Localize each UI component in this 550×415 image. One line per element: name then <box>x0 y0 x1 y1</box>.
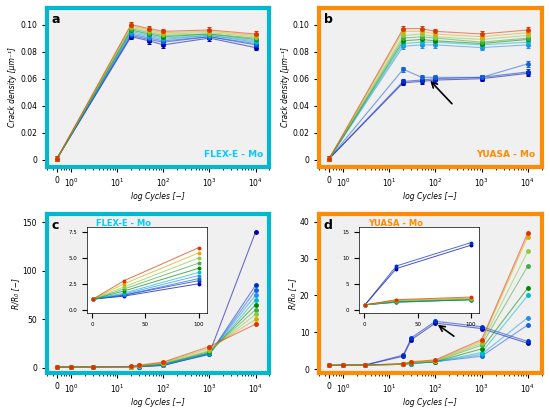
Y-axis label: Crack density [μm⁻¹]: Crack density [μm⁻¹] <box>8 48 18 127</box>
Text: b: b <box>323 13 332 26</box>
Text: FLEX-E - Mo: FLEX-E - Mo <box>204 150 263 159</box>
Y-axis label: Crack density [μm⁻¹]: Crack density [μm⁻¹] <box>280 48 289 127</box>
X-axis label: log Cycles [−]: log Cycles [−] <box>131 192 185 200</box>
Text: YUASA - Mo: YUASA - Mo <box>368 219 423 228</box>
Text: a: a <box>51 13 60 26</box>
Text: c: c <box>51 219 59 232</box>
Y-axis label: R/R₀ [−]: R/R₀ [−] <box>288 278 297 309</box>
X-axis label: log Cycles [−]: log Cycles [−] <box>404 398 457 407</box>
Text: FLEX-E - Mo: FLEX-E - Mo <box>96 219 151 228</box>
Y-axis label: R/R₀ [−]: R/R₀ [−] <box>11 278 20 309</box>
Text: YUASA - Mo: YUASA - Mo <box>476 150 535 159</box>
Text: d: d <box>323 219 332 232</box>
X-axis label: log Cycles [−]: log Cycles [−] <box>404 192 457 200</box>
X-axis label: log Cycles [−]: log Cycles [−] <box>131 398 185 407</box>
